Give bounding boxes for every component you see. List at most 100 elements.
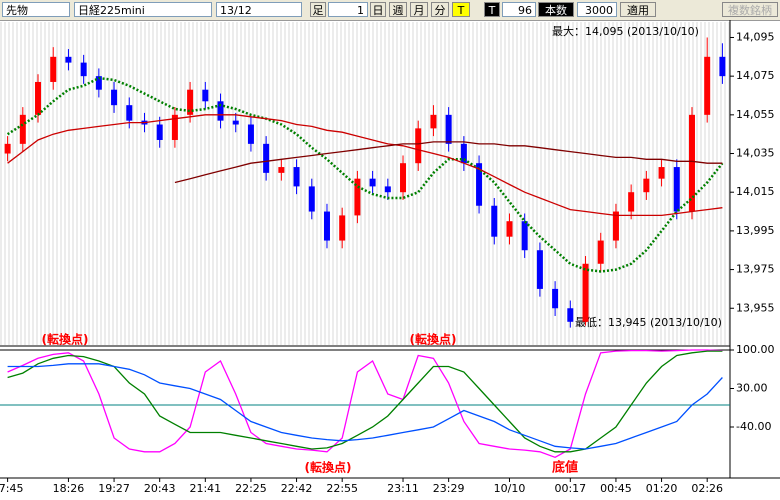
bottom-label: 底値 <box>552 460 578 476</box>
indicator-line <box>7 363 723 450</box>
x-tick-label: 22:42 <box>281 482 313 495</box>
candle-body <box>491 205 498 237</box>
candle-body <box>567 308 574 322</box>
candle-body <box>293 167 300 187</box>
y-tick-label: 30.00 <box>736 382 768 395</box>
multi-btn[interactable]: 複数銘柄 <box>722 2 778 17</box>
candle-body <box>35 81 42 115</box>
count-label: 本数 <box>538 2 574 17</box>
indicator-line <box>6 76 724 273</box>
candle-body <box>80 62 87 77</box>
day-btn[interactable]: 日 <box>370 2 386 17</box>
t-label: T <box>484 2 500 17</box>
x-tick-label: 17:45 <box>0 482 23 495</box>
x-tick-label: 23:29 <box>433 482 465 495</box>
tick-btn[interactable]: T <box>452 2 470 17</box>
indicator-line <box>7 349 723 459</box>
x-tick-label: 01:20 <box>646 482 678 495</box>
candle-body <box>415 128 422 164</box>
x-tick-label: 00:45 <box>600 482 632 495</box>
y-tick-label: -40.00 <box>736 420 771 433</box>
candle-body <box>673 167 680 212</box>
candle-body <box>597 240 604 264</box>
y-tick-label: 14,075 <box>736 69 775 82</box>
y-tick-label: 13,975 <box>736 263 775 276</box>
candle-body <box>536 250 543 289</box>
toolbar: 先物 日経225mini 13/12 足 1 日 週 月 分 T T 96 本数… <box>0 0 780 21</box>
candle-body <box>430 114 437 129</box>
chart: 最大：14,095 (2013/10/10) 最低：13,945 (2013/1… <box>0 20 780 495</box>
candle-body <box>171 114 178 140</box>
x-tick-label: 02:26 <box>691 482 723 495</box>
candle-body <box>202 89 209 102</box>
month-select[interactable]: 13/12 <box>216 2 302 17</box>
candle-body <box>688 114 695 212</box>
candle-body <box>4 143 11 154</box>
candle-body <box>643 178 650 193</box>
candle-body <box>658 167 665 179</box>
candle-body <box>217 101 224 121</box>
candle-body <box>339 215 346 241</box>
candle-body <box>308 186 315 212</box>
candle-body <box>126 105 133 121</box>
y-tick-label: 13,955 <box>736 301 775 314</box>
candle-body <box>232 120 239 125</box>
x-tick-label: 22:55 <box>326 482 358 495</box>
x-tick-label: 00:17 <box>554 482 586 495</box>
candle-body <box>612 211 619 241</box>
y-tick-label: 13,995 <box>736 224 775 237</box>
candle-body <box>263 143 270 173</box>
candle-body <box>111 89 118 106</box>
minute-btn[interactable]: 分 <box>431 2 449 17</box>
candle-body <box>247 124 254 144</box>
x-tick-label: 18:26 <box>53 482 85 495</box>
y-tick-label: 14,015 <box>736 185 775 198</box>
candle-body <box>384 186 391 193</box>
candle-body <box>460 143 467 164</box>
x-tick-label: 22:25 <box>235 482 267 495</box>
x-tick-label: 21:41 <box>189 482 221 495</box>
max-label: 最大：14,095 (2013/10/10) <box>552 24 699 38</box>
candle-body <box>552 288 559 309</box>
min-label: 最低：13,945 (2013/10/10) <box>575 316 722 329</box>
candle-body <box>719 56 726 77</box>
candle-body <box>50 56 57 82</box>
bar-label: 足 <box>310 2 326 17</box>
y-tick-label: 14,095 <box>736 30 775 43</box>
candle-body <box>187 89 194 115</box>
candle-body <box>521 221 528 251</box>
week-btn[interactable]: 週 <box>389 2 407 17</box>
turning-point: (転換点) <box>42 332 89 347</box>
candle-body <box>445 114 452 144</box>
y-tick-label: 14,055 <box>736 108 775 121</box>
indicator-line <box>7 114 723 217</box>
bar-size[interactable]: 1 <box>328 2 368 17</box>
candle-body <box>369 178 376 187</box>
x-tick-label: 23:11 <box>387 482 419 495</box>
candle-body <box>156 124 163 140</box>
x-tick-label: 19:27 <box>98 482 130 495</box>
candle-body <box>354 178 361 216</box>
candle-body <box>476 163 483 206</box>
x-tick-label: 20:43 <box>144 482 176 495</box>
candle-body <box>628 192 635 212</box>
apply-btn[interactable]: 適用 <box>620 2 656 17</box>
candle-body <box>278 167 285 173</box>
plot-background <box>0 22 730 345</box>
count2-input[interactable]: 3000 <box>577 2 617 17</box>
x-tick-label: 10/10 <box>494 482 526 495</box>
symbol-select[interactable]: 日経225mini <box>74 2 212 17</box>
candle-body <box>323 211 330 241</box>
y-tick-label: 100.00 <box>736 343 775 356</box>
turning-point: (転換点) <box>305 460 352 475</box>
candle-body <box>400 163 407 193</box>
indicator-line <box>7 350 723 453</box>
month-btn[interactable]: 月 <box>410 2 428 17</box>
candle-body <box>582 263 589 322</box>
candle-body <box>65 56 72 63</box>
count-input[interactable]: 96 <box>502 2 536 17</box>
candle-body <box>506 221 513 237</box>
product-select[interactable]: 先物 <box>2 2 70 17</box>
candle-body <box>704 56 711 115</box>
